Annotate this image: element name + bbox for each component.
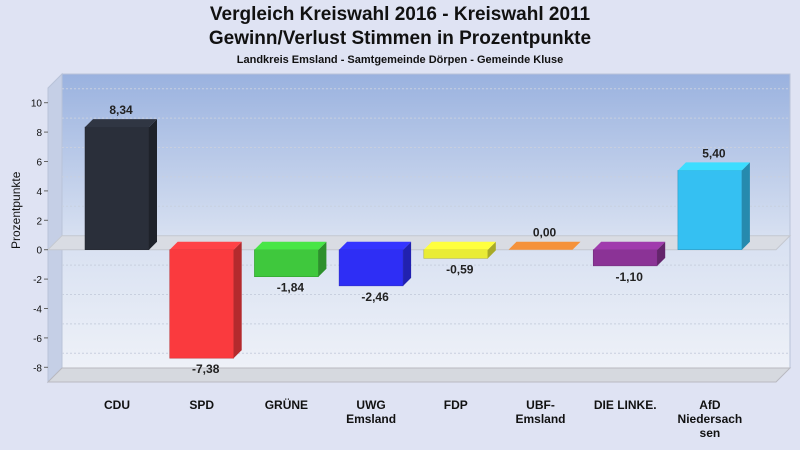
bar-front [84,126,150,250]
bar-top [169,241,242,250]
plot-left-wall [47,72,63,384]
bar-spd [169,241,242,359]
value-label: 8,34 [109,103,133,117]
bar-front [254,249,319,277]
bar-top [677,162,750,171]
value-label: -1,84 [277,281,305,295]
bar-ubf-emsland [508,241,581,250]
chart-title-line2: Gewinn/Verlust Stimmen in Prozentpunkte [208,28,592,49]
category-label: GRÜNE [265,397,308,412]
category-label: DIE LINKE. [594,398,657,412]
bar-side [403,241,412,286]
bar-uwg-emsland [338,241,412,287]
bar-die-linke- [592,241,666,267]
bar-fdp [423,241,496,259]
bar-top [423,241,496,250]
value-label: 5,40 [702,146,726,160]
category-label: CDU [104,398,130,412]
value-label: -0,59 [446,262,474,276]
bar-side [657,241,666,266]
bar-front [592,249,658,267]
category-label: AfD Niedersach sen [678,398,743,440]
bar-front [677,170,743,250]
bar-front [423,249,489,259]
bar-afd-niedersachsen [677,162,750,250]
chart-title: Vergleich Kreiswahl 2016 - Kreiswahl 201… [209,4,591,25]
y-tick-label: -8 [33,363,42,374]
bar-top [85,119,157,128]
y-tick-label: 8 [36,128,42,139]
bar-gr-ne [254,241,327,277]
y-tick-label: -6 [33,334,42,345]
bar-top [593,241,666,250]
bar-side [487,241,496,259]
plot-floor [46,367,792,383]
chart-subtitle: Landkreis Emsland - Samtgemeinde Dörpen … [236,54,564,66]
y-tick-label: 4 [36,187,42,198]
value-label: -1,10 [616,270,644,284]
y-tick-label: 0 [36,246,42,257]
category-label: UBF-Emsland [515,398,565,426]
y-tick-label: 6 [36,158,42,169]
bar-top [254,241,327,250]
bar-front [169,249,234,359]
bar-side [741,162,750,250]
y-tick-label: 10 [31,99,43,110]
bar-side [149,119,157,250]
bar-side [318,241,327,277]
y-tick-label: -4 [33,305,42,316]
value-label: -7,38 [192,362,220,376]
category-label: UWG Emsland [346,398,396,426]
bar-cdu [84,119,157,250]
category-label: FDP [444,398,468,412]
category-label: SPD [189,398,214,412]
value-label: 0,00 [533,226,557,240]
bar-front [338,249,404,287]
value-label: -2,46 [361,290,389,304]
bar-top [508,241,581,250]
bar-side [233,241,242,359]
y-tick-label: 2 [36,216,42,227]
y-tick-label: -2 [33,275,42,286]
bar-top [339,241,412,250]
